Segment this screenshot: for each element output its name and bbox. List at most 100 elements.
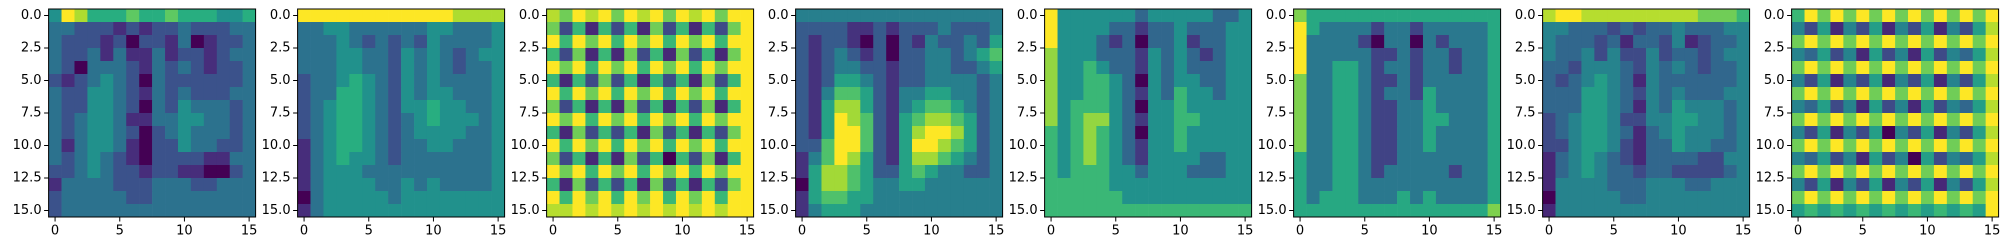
- y-tick-label: 7.5: [1764, 106, 1785, 121]
- heatmap-cell: [61, 100, 75, 114]
- heatmap-cell: [546, 165, 560, 179]
- heatmap-cell: [1959, 152, 1974, 166]
- heatmap-cell: [165, 48, 179, 62]
- heatmap-cell: [87, 35, 101, 49]
- heatmap-cell: [1723, 165, 1737, 179]
- heatmap-cell: [491, 113, 505, 127]
- heatmap-cell: [87, 87, 101, 101]
- heatmap-cell: [414, 152, 428, 166]
- heatmap-cell: [1946, 204, 1961, 218]
- heatmap-cell: [61, 126, 75, 140]
- heatmap-cell: [847, 204, 861, 218]
- heatmap-cell: [229, 139, 243, 153]
- heatmap-cell: [1710, 139, 1725, 153]
- heatmap-cell: [74, 48, 88, 62]
- heatmap-cell: [478, 22, 492, 36]
- heatmap-cell: [87, 152, 101, 166]
- heatmap-cell: [113, 61, 127, 75]
- heatmap-cell: [1293, 35, 1307, 49]
- heatmap-cell: [1448, 113, 1463, 127]
- y-tick-label: 5.0: [1515, 73, 1536, 88]
- heatmap-cell: [976, 178, 990, 192]
- heatmap-cell: [491, 61, 505, 75]
- heatmap-cell: [74, 87, 88, 101]
- heatmap-cell: [937, 178, 952, 192]
- heatmap-cell: [1487, 9, 1501, 23]
- heatmap-cell: [989, 126, 1003, 140]
- heatmap-cell: [1225, 87, 1239, 101]
- heatmap-cell: [388, 48, 402, 62]
- heatmap-cell: [1933, 100, 1948, 114]
- heatmap-cell: [598, 35, 612, 49]
- heatmap-cell: [1397, 152, 1411, 166]
- heatmap-cell: [362, 87, 376, 101]
- heatmap-cell: [624, 204, 638, 218]
- heatmap-cell: [1908, 61, 1922, 75]
- heatmap-cell: [963, 100, 978, 114]
- heatmap-cell: [1345, 100, 1359, 114]
- heatmap-cell: [701, 165, 716, 179]
- heatmap-cell: [1869, 165, 1883, 179]
- heatmap-cell: [1659, 178, 1673, 192]
- heatmap-cell: [349, 48, 363, 62]
- heatmap-cell: [1736, 74, 1750, 88]
- heatmap-cell: [1293, 22, 1307, 36]
- heatmap-cell: [242, 61, 256, 75]
- heatmap-cell: [598, 87, 612, 101]
- heatmap-cell: [100, 126, 114, 140]
- heatmap-cell: [1044, 139, 1058, 153]
- heatmap-cell: [1804, 191, 1818, 205]
- heatmap-cell: [152, 87, 166, 101]
- heatmap-cell: [1384, 139, 1398, 153]
- heatmap-cell: [1319, 48, 1333, 62]
- heatmap-cell: [1044, 35, 1058, 49]
- heatmap-cell: [1461, 48, 1476, 62]
- heatmap-cell: [1659, 35, 1673, 49]
- heatmap-cell: [1736, 61, 1750, 75]
- heatmap-cell: [1542, 191, 1556, 205]
- heatmap-cell: [139, 9, 153, 23]
- heatmap-cell: [1487, 22, 1501, 36]
- heatmap-cell: [1293, 126, 1307, 140]
- heatmap-cell: [1306, 9, 1320, 23]
- heatmap-cell: [242, 126, 256, 140]
- heatmap-cell: [1161, 87, 1175, 101]
- heatmap-cell: [924, 178, 939, 192]
- heatmap-cell: [165, 113, 179, 127]
- heatmap-cell: [808, 9, 822, 23]
- heatmap-cell: [165, 178, 179, 192]
- heatmap-cell: [1920, 35, 1935, 49]
- heatmap-cell: [727, 22, 741, 36]
- heatmap-cell: [1581, 152, 1595, 166]
- heatmap-cell: [1057, 191, 1071, 205]
- heatmap-cell: [1306, 191, 1320, 205]
- heatmap-cell: [1791, 126, 1805, 140]
- heatmap-cell: [139, 178, 153, 192]
- heatmap-cell: [1959, 178, 1974, 192]
- heatmap-cell: [1607, 126, 1621, 140]
- heatmap-cell: [1070, 165, 1084, 179]
- heatmap-cell: [1410, 87, 1424, 101]
- heatmap-cell: [1817, 204, 1831, 218]
- heatmap-cell: [1212, 113, 1227, 127]
- heatmap-cell: [1555, 61, 1569, 75]
- heatmap-cell: [1173, 191, 1188, 205]
- heatmap-cell: [1581, 74, 1595, 88]
- heatmap-cell: [1659, 9, 1673, 23]
- heatmap-cell: [1332, 9, 1346, 23]
- heatmap-cell: [688, 48, 703, 62]
- heatmap-cell: [624, 126, 638, 140]
- y-tick-label: 5.0: [1266, 73, 1287, 88]
- heatmap-cell: [452, 48, 467, 62]
- heatmap-cell: [1371, 22, 1385, 36]
- heatmap-cell: [598, 178, 612, 192]
- heatmap-cell: [336, 139, 350, 153]
- heatmap-cell: [1122, 74, 1136, 88]
- heatmap-cell: [1422, 61, 1437, 75]
- heatmap-cell: [113, 165, 127, 179]
- heatmap-cell: [1238, 113, 1252, 127]
- heatmap-cell: [572, 100, 586, 114]
- heatmap-cell: [834, 22, 848, 36]
- heatmap-cell: [375, 204, 389, 218]
- heatmap-cell: [1461, 22, 1476, 36]
